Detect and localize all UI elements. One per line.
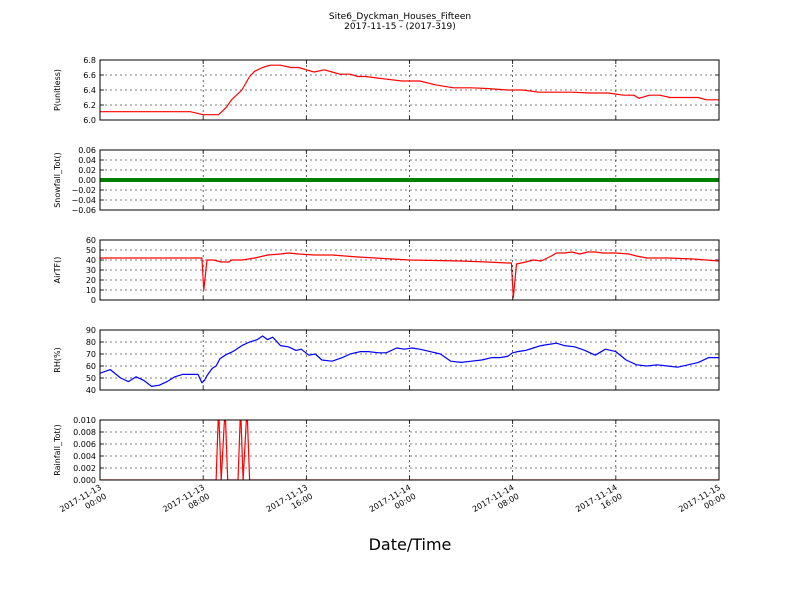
- y-tick-label: 50: [86, 246, 96, 255]
- y-tick-label: 40: [86, 386, 96, 395]
- axes-frame: [99, 149, 720, 211]
- x-tick-label: 2017-11-1408:00: [471, 483, 521, 523]
- x-tick-label: 2017-11-1500:00: [677, 483, 727, 523]
- y-tick-label: 40: [86, 256, 96, 265]
- y-tick-label: 6.6: [83, 71, 96, 80]
- y-tick-label: 6.4: [83, 86, 96, 95]
- y-axis-label: AirTF(): [53, 257, 62, 284]
- axes-frame: [99, 59, 720, 121]
- y-tick-label: 0.010: [73, 416, 96, 425]
- y-tick-label: 20: [86, 276, 96, 285]
- y-axis-label: Snowfall_Tot(): [53, 152, 62, 208]
- x-axis-tick-labels: 2017-11-1300:00 2017-11-1308:00 2017-11-13…: [58, 483, 727, 523]
- y-tick-label: 6.8: [83, 56, 96, 65]
- y-tick-label: 70: [86, 350, 96, 359]
- y-tick-label: 6.0: [83, 116, 96, 125]
- series-line: [100, 64, 719, 116]
- x-tick-label: 2017-11-1416:00: [574, 483, 624, 523]
- series-line: [100, 251, 719, 299]
- axes-frame: [99, 239, 720, 301]
- y-tick-label: 60: [86, 362, 96, 371]
- x-tick-label: 2017-11-1308:00: [161, 483, 211, 523]
- y-tick-label: 0.00: [78, 176, 96, 185]
- y-tick-label: 0.006: [73, 440, 96, 449]
- axes-frame: [99, 419, 720, 481]
- y-tick-label: −0.06: [71, 206, 96, 215]
- subplot-2: −0.06−0.04−0.020.000.020.040.06 Snowfall_…: [53, 146, 720, 215]
- y-tick-label: 10: [86, 286, 96, 295]
- subplot-5: 0.000 0.002 0.004 0.006 0.008 0.010 Rainfall_T…: [53, 416, 720, 485]
- y-tick-label: 90: [86, 326, 96, 335]
- y-tick-label: 80: [86, 338, 96, 347]
- x-tick-label: 2017-11-1316:00: [265, 483, 315, 523]
- x-tick-label: 2017-11-1400:00: [368, 483, 418, 523]
- subplot-1: 6.0 6.2 6.4 6.6 6.8 P(unitless): [53, 56, 720, 125]
- y-tick-label: 0.04: [78, 156, 96, 165]
- y-tick-label: 0.000: [73, 476, 96, 485]
- subplots: 6.0 6.2 6.4 6.6 6.8 P(unitless) −0.06−0.04−0.0…: [53, 56, 720, 485]
- chart-subtitle: 2017-11-15 - (2017-319): [344, 22, 456, 32]
- y-tick-label: 0.004: [73, 452, 96, 461]
- y-tick-label: 0: [91, 296, 96, 305]
- y-tick-label: 50: [86, 374, 96, 383]
- y-tick-label: 60: [86, 236, 96, 245]
- y-axis-label: RH(%): [53, 347, 62, 372]
- y-tick-label: 0.02: [78, 166, 96, 175]
- y-tick-label: 0.008: [73, 428, 96, 437]
- y-tick-label: −0.04: [71, 196, 96, 205]
- y-tick-label: −0.02: [71, 186, 96, 195]
- x-tick-label: 2017-11-1300:00: [58, 483, 108, 523]
- x-axis-label: Date/Time: [369, 535, 452, 554]
- series-line: [100, 335, 719, 387]
- y-tick-label: 6.2: [83, 101, 96, 110]
- y-axis-label: P(unitless): [53, 69, 62, 111]
- axes-frame: [99, 329, 720, 391]
- y-tick-label: 0.06: [78, 146, 96, 155]
- subplot-4: 40 50 60 70 80 90 RH(%): [53, 326, 720, 395]
- y-tick-label: 0.002: [73, 464, 96, 473]
- chart-title: Site6_Dyckman_Houses_Fifteen: [329, 12, 471, 22]
- y-axis-label: Rainfall_Tot(): [53, 424, 62, 476]
- y-tick-label: 30: [86, 266, 96, 275]
